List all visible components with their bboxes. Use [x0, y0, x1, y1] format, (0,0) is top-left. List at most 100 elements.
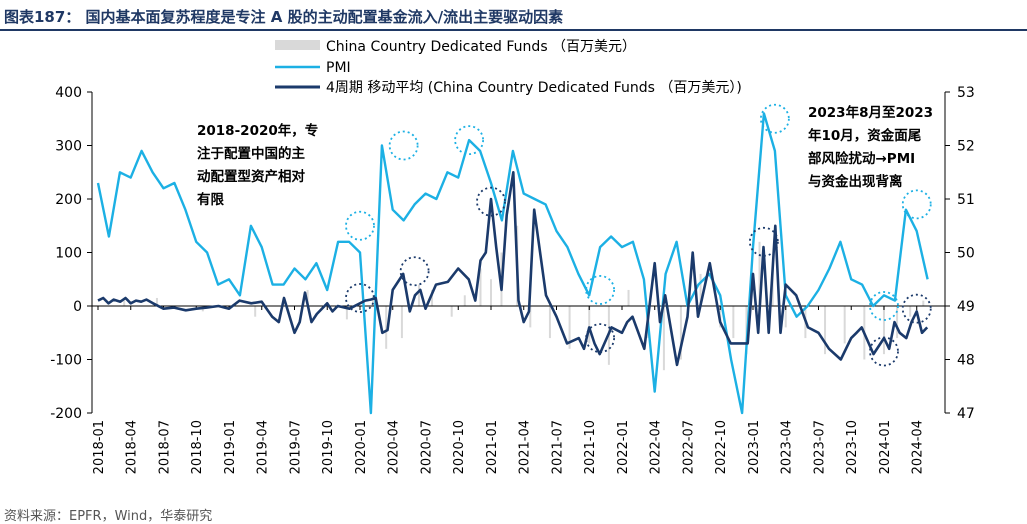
- bar-series: [123, 225, 925, 371]
- left-tick-label: 0: [73, 299, 82, 315]
- chart-svg: 400 300 200 100 0 -100 -200 53 52 51 50 49 48 47 2018-…: [50, 39, 975, 474]
- annotation-line: 动配置型资产相对: [197, 168, 305, 185]
- pmi-highlight-circle: [454, 125, 485, 156]
- flow-bar: [758, 241, 761, 306]
- flow-bar: [155, 297, 158, 306]
- flow-bar: [679, 306, 682, 360]
- flow-bar: [882, 306, 885, 355]
- pmi-highlight-circle: [345, 210, 375, 241]
- x-tick-label: 2022-07: [681, 420, 696, 474]
- flow-bar: [400, 306, 403, 339]
- left-tick-label: 100: [55, 246, 82, 262]
- left-tick-label: 300: [55, 139, 82, 155]
- x-tick-label: 2018-07: [157, 420, 172, 474]
- flow-bar: [489, 279, 492, 306]
- x-tick-label: 2018-04: [125, 420, 140, 474]
- left-tick-label: 400: [55, 85, 82, 101]
- x-tick-label: 2023-04: [780, 420, 795, 474]
- left-tick-label: -100: [50, 353, 82, 369]
- legend-label: China Country Dedicated Funds （百万美元）: [326, 39, 636, 55]
- ma-highlight-circle: [748, 226, 779, 257]
- legend-label: PMI: [326, 60, 351, 76]
- x-tick-label: 2020-07: [419, 420, 434, 474]
- right-tick-label: 53: [957, 85, 975, 101]
- x-tick-label: 2019-10: [321, 420, 336, 474]
- x-tick-label: 2019-01: [223, 420, 238, 474]
- flow-bar: [588, 306, 591, 344]
- x-tick-label: 2024-01: [878, 420, 893, 474]
- x-tick-label: 2019-04: [256, 420, 271, 474]
- flow-bar: [431, 289, 434, 306]
- flow-bar: [548, 306, 551, 339]
- x-tick-label: 2019-07: [288, 420, 303, 474]
- ma-highlight-circle: [399, 256, 430, 287]
- annotation-line: 2023年8月至2023: [808, 104, 933, 121]
- flow-bar: [568, 306, 571, 349]
- pmi-series: [96, 112, 929, 415]
- flow-bar: [306, 289, 309, 306]
- right-tick-label: 49: [957, 299, 975, 315]
- flow-bar: [529, 306, 532, 328]
- x-tick-label: 2024-04: [911, 420, 926, 474]
- x-tick-label: 2018-10: [190, 420, 205, 474]
- annotation-line: 部风险扰动→PMI: [808, 150, 915, 167]
- pmi-highlight-circle: [388, 130, 419, 161]
- x-tick-label: 2021-10: [583, 420, 598, 474]
- x-tick-label: 2022-04: [649, 420, 664, 474]
- ma-highlight-circle: [585, 323, 616, 354]
- flow-bar: [479, 268, 482, 306]
- flow-bar: [732, 306, 735, 339]
- x-tick-label: 2023-01: [747, 420, 762, 474]
- annotation-line: 注于配置中国的主: [197, 145, 305, 162]
- annotation-line: 2018-2020年，专: [197, 122, 318, 139]
- flow-bar: [662, 306, 665, 371]
- title-rule: [0, 29, 1027, 31]
- x-tick-label: 2023-07: [812, 420, 827, 474]
- flow-bar: [824, 306, 827, 355]
- flow-bar: [909, 306, 912, 317]
- x-tick-label: 2020-10: [452, 420, 467, 474]
- flow-bar: [784, 306, 787, 328]
- x-tick-label: 2021-04: [518, 420, 533, 474]
- flow-bar: [385, 306, 388, 349]
- ma-highlight-circle: [869, 336, 899, 367]
- legend-bar-swatch: [275, 40, 320, 50]
- flow-bar: [345, 306, 348, 320]
- flow-bar: [254, 306, 257, 317]
- flow-bar: [699, 273, 702, 306]
- ma-line: [97, 171, 929, 367]
- pmi-line: [96, 112, 929, 415]
- ma-highlight-circle: [476, 186, 506, 217]
- annotation-line: 与资金出现背离: [808, 173, 903, 190]
- flow-bar: [450, 306, 453, 317]
- pmi-highlight-circle: [759, 103, 790, 134]
- pmi-highlight-circle: [585, 275, 616, 305]
- flow-bar: [123, 300, 126, 306]
- ma-highlight-circle: [345, 283, 375, 313]
- x-tick-label: 2023-10: [845, 420, 860, 474]
- right-tick-label: 47: [957, 406, 975, 422]
- flow-bar: [463, 295, 466, 306]
- right-tick-label: 51: [957, 192, 975, 208]
- annotation-line: 有限: [197, 191, 224, 208]
- flow-bar: [372, 295, 375, 306]
- pmi-highlight-circle: [901, 189, 932, 220]
- pmi-highlight-circle: [869, 291, 899, 321]
- flow-bar: [896, 306, 899, 339]
- x-tick-label: 2021-07: [550, 420, 565, 474]
- left-tick-label: 200: [55, 192, 82, 208]
- flow-bar: [843, 306, 846, 344]
- ma-series: [97, 171, 929, 367]
- x-tick-label: 2020-04: [387, 420, 402, 474]
- flow-bar: [922, 300, 925, 306]
- x-tick-label: 2021-01: [485, 420, 500, 474]
- x-tick-label: 2022-10: [714, 420, 729, 474]
- source-note: 资料来源：EPFR，Wind，华泰研究: [4, 509, 213, 524]
- x-tick-label: 2018-01: [92, 420, 107, 474]
- figure-title: 图表187： 国内基本面复苏程度是专注 A 股的主动配置基金流入/流出主要驱动因…: [4, 8, 564, 26]
- legend-label: 4周期 移动平均 (China Country Dedicated Funds …: [326, 80, 742, 96]
- flow-bar: [627, 289, 630, 306]
- legend: China Country Dedicated Funds （百万美元） PMI 4…: [275, 39, 742, 96]
- right-tick-label: 48: [957, 353, 975, 369]
